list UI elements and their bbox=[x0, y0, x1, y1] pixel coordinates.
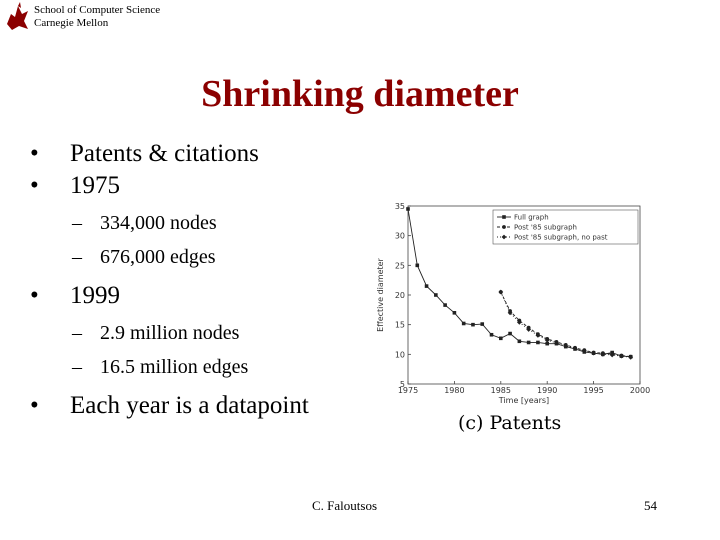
sub-bullet-item: – 16.5 million edges bbox=[30, 350, 310, 384]
y-tick-label: 35 bbox=[395, 202, 405, 211]
data-point bbox=[452, 311, 457, 315]
sub-bullet-text: 2.9 million nodes bbox=[100, 322, 240, 344]
sub-bullet-text: 16.5 million edges bbox=[100, 356, 249, 378]
data-point bbox=[480, 322, 485, 326]
school-line: School of Computer Science bbox=[34, 4, 161, 16]
bullet-text: 1999 bbox=[70, 282, 120, 309]
legend-label: Post '85 subgraph, no past bbox=[514, 234, 608, 242]
data-point bbox=[415, 263, 420, 268]
data-point bbox=[507, 310, 513, 316]
x-tick-label: 1980 bbox=[444, 386, 464, 395]
series-line bbox=[500, 291, 631, 358]
school-name: School of Computer Science Carnegie Mell… bbox=[34, 4, 160, 30]
data-point bbox=[508, 331, 512, 336]
legend-label: Post '85 subgraph bbox=[514, 224, 577, 232]
y-tick-label: 10 bbox=[395, 350, 405, 359]
x-tick-label: 1990 bbox=[537, 386, 557, 395]
data-point bbox=[563, 343, 569, 349]
sub-bullet-text: 334,000 nodes bbox=[100, 212, 217, 234]
sub-bullet-item: – 334,000 nodes bbox=[30, 206, 310, 240]
legend-label: Full graph bbox=[514, 214, 549, 222]
bullet-list: • Patents & citations • 1975 – 334,000 n… bbox=[30, 138, 310, 422]
data-point bbox=[554, 340, 559, 346]
y-tick-label: 30 bbox=[395, 232, 405, 241]
slide-title: Shrinking diameter bbox=[201, 73, 519, 115]
legend-marker bbox=[502, 225, 506, 229]
data-point bbox=[516, 319, 522, 325]
legend-marker bbox=[502, 215, 506, 219]
footer-author: C. Faloutsos bbox=[312, 498, 378, 513]
data-point bbox=[619, 353, 624, 359]
bullet-item: • Each year is a datapoint bbox=[30, 390, 310, 422]
data-point bbox=[536, 340, 540, 345]
data-point bbox=[544, 337, 550, 343]
y-tick-label: 5 bbox=[400, 380, 405, 389]
x-tick-label: 2000 bbox=[630, 386, 650, 395]
sub-bullet-item: – 2.9 million nodes bbox=[30, 316, 310, 350]
data-point bbox=[572, 346, 578, 351]
data-point bbox=[443, 303, 447, 307]
bullet-item: • 1975 bbox=[30, 170, 310, 202]
bullet-marker: • bbox=[30, 140, 39, 167]
sub-bullet-text: 676,000 edges bbox=[100, 246, 216, 268]
bullet-text: Patents & citations bbox=[70, 140, 259, 167]
data-point bbox=[471, 322, 475, 327]
diameter-chart: 1975 1980 1985 1990 1995 2000 5 10 15 20 25 30 35 Tim… bbox=[376, 202, 650, 405]
data-point bbox=[581, 348, 587, 354]
bullet-marker: • bbox=[30, 392, 39, 419]
sub-bullet-item: – 676,000 edges bbox=[30, 240, 310, 274]
data-point bbox=[499, 336, 503, 341]
data-point bbox=[609, 352, 615, 358]
data-point bbox=[526, 327, 532, 332]
sub-bullet-marker: – bbox=[72, 356, 82, 378]
sub-bullet-marker: – bbox=[72, 212, 82, 234]
bullet-marker: • bbox=[30, 172, 39, 199]
chart-caption: (c) Patents bbox=[458, 412, 562, 434]
data-point bbox=[545, 341, 549, 346]
legend-box bbox=[492, 209, 639, 245]
x-axis-label: Time [years] bbox=[498, 396, 549, 405]
bullet-marker: • bbox=[30, 282, 39, 309]
data-point bbox=[526, 340, 531, 345]
data-point bbox=[406, 207, 410, 211]
data-point bbox=[591, 350, 596, 356]
data-point bbox=[600, 351, 606, 357]
data-point bbox=[628, 354, 634, 360]
y-axis-label: Effective diameter bbox=[376, 257, 385, 331]
sub-bullet-marker: – bbox=[72, 246, 82, 268]
sub-bullet-marker: – bbox=[72, 322, 82, 344]
y-tick-label: 25 bbox=[395, 261, 405, 270]
data-point bbox=[517, 339, 522, 344]
x-tick-label: 1995 bbox=[583, 386, 603, 395]
page-number: 54 bbox=[644, 498, 657, 513]
y-tick-label: 15 bbox=[395, 321, 405, 330]
university-line: Carnegie Mellon bbox=[34, 17, 109, 29]
data-point bbox=[535, 332, 541, 338]
data-point bbox=[424, 284, 429, 288]
data-point bbox=[434, 293, 438, 297]
bullet-item: • 1999 bbox=[30, 280, 310, 312]
data-point bbox=[489, 332, 494, 337]
x-tick-label: 1985 bbox=[491, 386, 511, 395]
dragon-logo-icon bbox=[7, 2, 28, 30]
bullet-text: 1975 bbox=[70, 172, 120, 199]
data-point bbox=[498, 289, 504, 295]
x-tick-label: 1975 bbox=[398, 386, 418, 395]
bullet-text: Each year is a datapoint bbox=[70, 392, 309, 419]
data-point bbox=[461, 321, 466, 326]
y-tick-label: 20 bbox=[395, 291, 405, 300]
bullet-item: • Patents & citations bbox=[30, 138, 310, 170]
